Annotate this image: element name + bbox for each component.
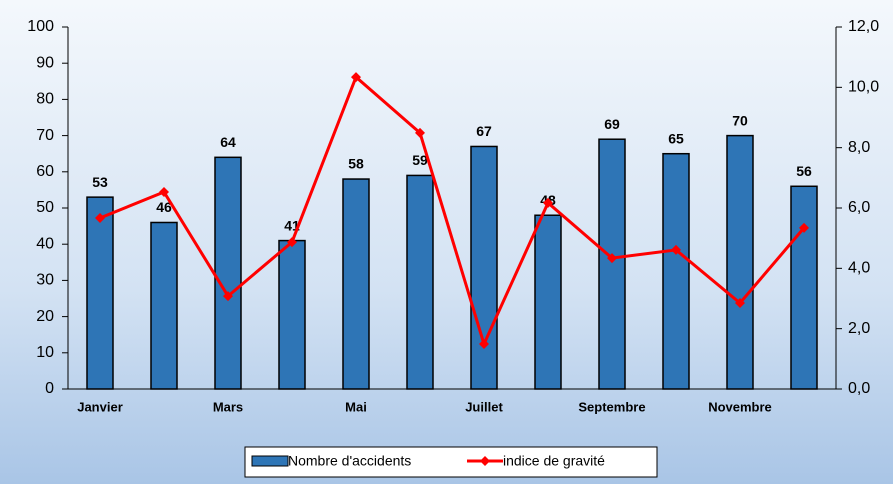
bar bbox=[790, 185, 818, 390]
legend-label: Nombre d'accidents bbox=[288, 453, 411, 469]
y2-tick-label: 0,0 bbox=[848, 380, 870, 397]
bar bbox=[406, 174, 434, 390]
legend-marker bbox=[480, 456, 490, 466]
y-tick-label: 10 bbox=[36, 344, 54, 361]
y-tick-label: 80 bbox=[36, 91, 54, 108]
y-tick-label: 40 bbox=[36, 235, 54, 252]
legend-label: indice de gravité bbox=[503, 453, 605, 469]
x-tick-label: Juillet bbox=[465, 399, 503, 414]
x-tick-label: Novembre bbox=[708, 399, 772, 414]
marker bbox=[607, 253, 617, 264]
bar bbox=[86, 196, 114, 390]
x-tick-label: Mars bbox=[213, 399, 243, 414]
marker bbox=[95, 212, 105, 223]
data-label: 58 bbox=[348, 156, 364, 172]
x-tick-label: Janvier bbox=[77, 399, 123, 414]
y2-tick-label: 2,0 bbox=[848, 320, 870, 337]
marker bbox=[159, 187, 169, 198]
y2-tick-label: 6,0 bbox=[848, 199, 870, 216]
bar bbox=[278, 239, 306, 390]
marker bbox=[223, 291, 233, 302]
data-label: 46 bbox=[156, 199, 172, 215]
marker bbox=[543, 197, 553, 208]
bar bbox=[598, 138, 626, 390]
bar bbox=[342, 178, 370, 390]
data-label: 53 bbox=[92, 174, 108, 190]
data-label: 59 bbox=[412, 152, 428, 168]
data-label: 69 bbox=[604, 116, 620, 132]
y-tick-label: 20 bbox=[36, 308, 54, 325]
y2-tick-label: 4,0 bbox=[848, 260, 870, 277]
bar bbox=[470, 145, 498, 390]
data-label: 56 bbox=[796, 163, 812, 179]
line bbox=[99, 74, 806, 349]
data-label: 70 bbox=[732, 112, 748, 128]
x-tick-label: Mai bbox=[345, 399, 367, 414]
x-tick-label: Septembre bbox=[578, 399, 645, 414]
y-tick-label: 50 bbox=[36, 199, 54, 216]
marker bbox=[415, 127, 425, 138]
bar bbox=[534, 214, 562, 390]
y-tick-label: 0 bbox=[45, 380, 54, 397]
marker bbox=[735, 298, 745, 309]
legend-swatch bbox=[251, 455, 289, 467]
marker bbox=[351, 72, 361, 83]
data-label: 67 bbox=[476, 123, 492, 139]
bar bbox=[214, 156, 242, 390]
y2-tick-label: 10,0 bbox=[848, 79, 879, 96]
y-tick-label: 100 bbox=[27, 18, 54, 35]
legend: Nombre d'accidents indice de gravité bbox=[244, 446, 658, 478]
bar bbox=[150, 221, 178, 390]
y-tick-label: 30 bbox=[36, 272, 54, 289]
legend-box bbox=[244, 446, 658, 478]
bar bbox=[726, 134, 754, 390]
marker bbox=[799, 222, 809, 233]
y-tick-label: 60 bbox=[36, 163, 54, 180]
y2-tick-label: 12,0 bbox=[848, 18, 879, 35]
bar bbox=[662, 152, 690, 390]
marker bbox=[479, 339, 489, 350]
y2-tick-label: 8,0 bbox=[848, 139, 870, 156]
data-label: 64 bbox=[220, 134, 236, 150]
marker bbox=[671, 244, 681, 255]
data-label: 65 bbox=[668, 130, 684, 146]
marker bbox=[287, 237, 297, 248]
y-tick-label: 70 bbox=[36, 127, 54, 144]
y-tick-label: 90 bbox=[36, 54, 54, 71]
